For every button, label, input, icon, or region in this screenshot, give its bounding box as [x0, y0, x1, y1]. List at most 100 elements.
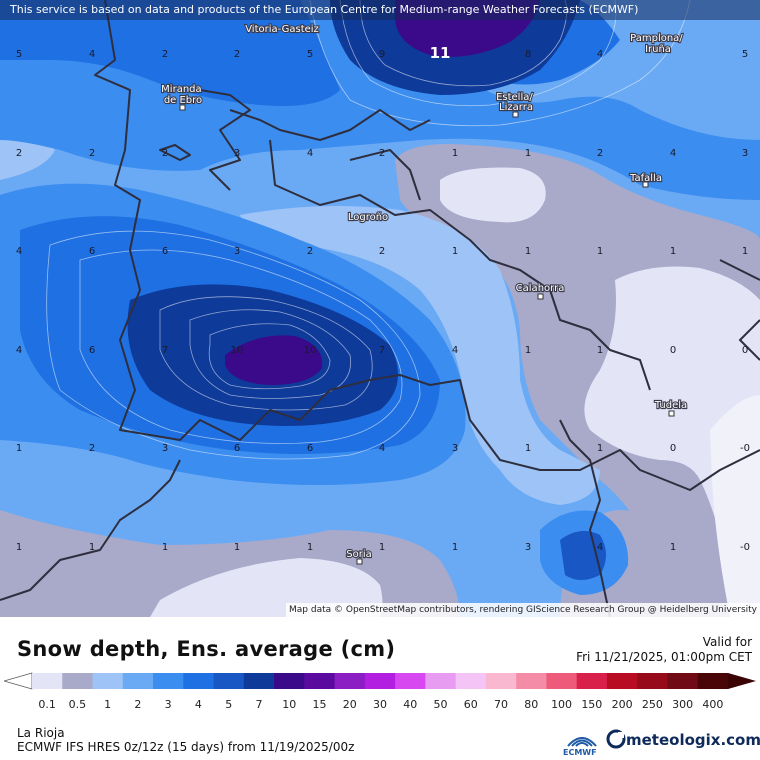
- grid-value-label: 6: [162, 246, 168, 257]
- grid-value-label: 0: [670, 345, 676, 356]
- trace-snow-zone-north: [440, 167, 546, 223]
- city-label: Calahorra: [516, 283, 565, 294]
- colorbar-tick-label: 150: [581, 698, 603, 711]
- grid-value-label: 1: [670, 246, 676, 257]
- ecmwf-logo-text: ECMWF: [563, 748, 597, 757]
- city-marker-estella: [512, 111, 519, 118]
- grid-value-label: 3: [525, 542, 531, 553]
- trace-snow-zone-east: [584, 266, 760, 617]
- grid-value-label: -0: [740, 443, 750, 454]
- colorbar-tick-label: 4: [194, 698, 202, 711]
- grid-value-label: 1: [525, 148, 531, 159]
- colorbar: [4, 672, 756, 690]
- grid-value-label: 1: [379, 542, 385, 553]
- map-panel[interactable]: Vitoria-Gasteiz Pamplona/ Iruña Miranda …: [0, 0, 760, 617]
- grid-value-label: 6: [89, 345, 95, 356]
- grid-value-label: 2: [89, 148, 95, 159]
- map-title: Snow depth, Ens. average (cm): [17, 637, 396, 661]
- city-label-line: Iruña: [645, 44, 671, 55]
- colorbar-tick-label: 15: [312, 698, 327, 711]
- colorbar-tick-label: 40: [403, 698, 418, 711]
- colorbar-tick-label: 70: [494, 698, 509, 711]
- city-marker-soria: [356, 558, 363, 565]
- colorbar-tick-label: 7: [255, 698, 263, 711]
- grid-value-label: 10: [231, 345, 244, 356]
- colorbar-swatch: [485, 673, 517, 689]
- ecmwf-logo-icon[interactable]: [562, 730, 602, 758]
- meteologix-logo-icon[interactable]: [606, 729, 626, 749]
- grid-value-label: 2: [307, 246, 313, 257]
- valid-label: Valid for: [702, 635, 752, 649]
- grid-value-label: 1: [597, 246, 603, 257]
- grid-value-label: 1: [670, 542, 676, 553]
- grid-value-label: 3: [234, 246, 240, 257]
- grid-value-label: 5: [742, 49, 748, 60]
- colorbar-tick-label: 200: [611, 698, 633, 711]
- colorbar-swatch: [576, 673, 608, 689]
- contour-lines: [46, 0, 691, 460]
- colorbar-swatch: [243, 673, 275, 689]
- colorbar-swatch: [183, 673, 215, 689]
- colorbar-labels: 0.1 0.5 1 2 3 4 5 7 10 15 20 30 40 50 60 70 80 100 150 200 2…: [0, 698, 760, 712]
- colorbar-tick-label: 10: [282, 698, 297, 711]
- grid-value-label: 4: [597, 49, 603, 60]
- colorbar-tick-label: 60: [463, 698, 478, 711]
- grid-value-label: 10: [304, 345, 317, 356]
- city-label: Tafalla: [629, 173, 662, 184]
- city-label-line: Estella/: [496, 92, 533, 103]
- grid-value-label: 5: [307, 49, 313, 60]
- colorbar-tick-label: 50: [433, 698, 448, 711]
- grid-value-label: 7: [379, 345, 385, 356]
- colorbar-tick-label: 0.1: [38, 698, 56, 711]
- region-label: La Rioja: [17, 726, 65, 740]
- grid-value-label: 1: [597, 443, 603, 454]
- grid-value-label: 6: [234, 443, 240, 454]
- city-label: Pamplona/ Iruña: [630, 33, 686, 55]
- valid-time: Fri 11/21/2025, 01:00pm CET: [576, 650, 752, 664]
- grid-value-label: 5: [16, 49, 22, 60]
- grid-value-label: 9: [379, 49, 385, 60]
- grid-value-label: 1: [525, 443, 531, 454]
- grid-value-label: 2: [597, 148, 603, 159]
- city-marker-tafalla: [642, 181, 649, 188]
- colorbar-swatch: [606, 673, 638, 689]
- colorbar-right-arrow: [728, 673, 756, 689]
- grid-value-label: 6: [307, 443, 313, 454]
- grid-value-label: 0: [742, 345, 748, 356]
- city-label: Tudela: [654, 400, 687, 411]
- colorbar-swatch: [425, 673, 457, 689]
- colorbar-swatch: [516, 673, 547, 689]
- colorbar-tick-label: 100: [551, 698, 573, 711]
- colorbar-swatch: [122, 673, 154, 689]
- colorbar-swatch: [546, 673, 578, 689]
- grid-value-label: 1: [452, 542, 458, 553]
- city-label: Miranda de Ebro: [161, 84, 205, 106]
- snow-zone-5cm-southeast: [560, 531, 606, 580]
- colorbar-swatch: [334, 673, 366, 689]
- grid-value-label: 4: [307, 148, 313, 159]
- grid-value-label: 1: [89, 542, 95, 553]
- city-marker-tudela: [668, 410, 675, 417]
- snow-depth-map[interactable]: Vitoria-Gasteiz Pamplona/ Iruña Miranda …: [0, 0, 760, 617]
- colorbar-tick-label: 1: [104, 698, 112, 711]
- colorbar-tick-label: 0.5: [68, 698, 87, 711]
- city-label-line: Lizarra: [499, 102, 533, 113]
- grid-value-label: 1: [452, 246, 458, 257]
- colorbar-swatch: [455, 673, 487, 689]
- grid-value-label: 3: [452, 443, 458, 454]
- meteologix-logo-text[interactable]: meteologix.com: [626, 731, 760, 749]
- city-label-line: Pamplona/: [630, 33, 683, 44]
- grid-value-label: -0: [740, 542, 750, 553]
- grid-value-label: 4: [89, 49, 95, 60]
- snow-zone-west-edge: [0, 136, 55, 180]
- colorbar-swatch: [697, 673, 729, 689]
- colorbar-tick-label: 250: [641, 698, 663, 711]
- colorbar-swatch: [62, 673, 94, 689]
- colorbar-swatch: [153, 673, 184, 689]
- model-info: ECMWF IFS HRES 0z/12z (15 days) from 11/…: [17, 740, 355, 754]
- colorbar-swatch: [395, 673, 426, 689]
- grid-value-label: 2: [162, 148, 168, 159]
- colorbar-swatch: [364, 673, 396, 689]
- grid-value-label: 2: [89, 443, 95, 454]
- map-attribution: Map data © OpenStreetMap contributors, r…: [286, 603, 760, 617]
